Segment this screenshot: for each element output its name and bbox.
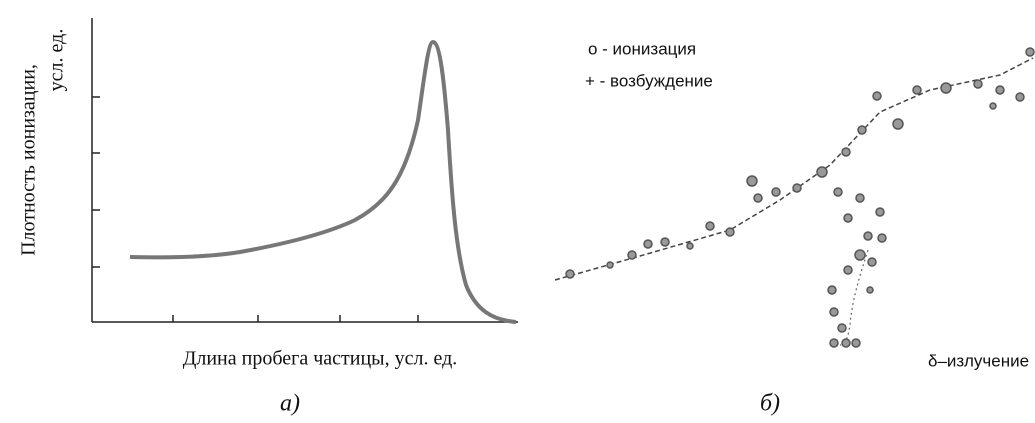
legend-item: + - возбуждение <box>585 71 713 90</box>
annotation: δ–излучение <box>928 351 1029 370</box>
y-label: усл. ед. <box>46 29 68 92</box>
track-points <box>565 47 1035 348</box>
x-label: Длина пробега частицы, усл. ед. <box>183 348 458 370</box>
panel-a: Плотность ионизации, усл. ед. Длина проб… <box>18 18 518 417</box>
caption: б) <box>760 391 780 417</box>
track <box>554 57 1034 281</box>
legend-item: о - ионизация <box>588 39 696 58</box>
caption: а) <box>280 391 300 417</box>
axis-ticks <box>92 96 419 322</box>
bragg-curve <box>129 39 517 324</box>
y-label: Плотность ионизации, <box>18 64 40 256</box>
panel-b: о - ионизация + - возбуждение δ–излучени… <box>554 39 1035 417</box>
